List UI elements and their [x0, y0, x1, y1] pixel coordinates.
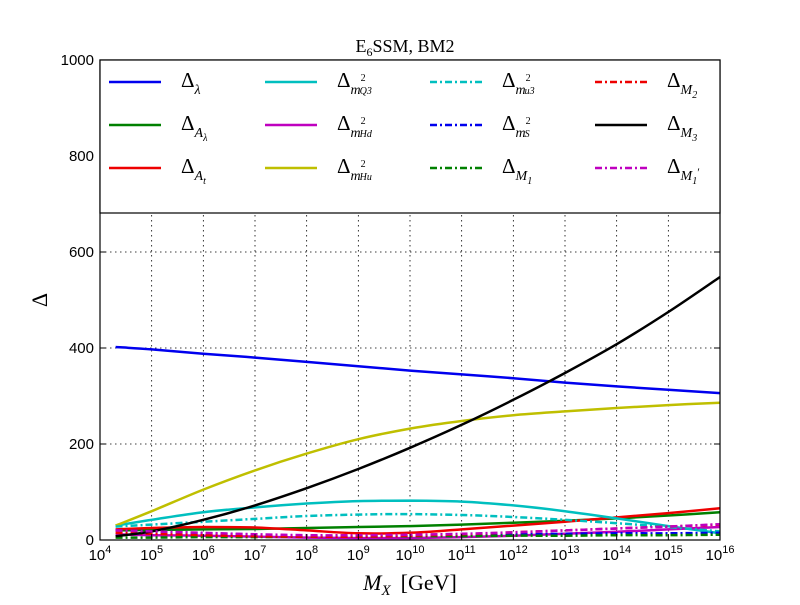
y-tick-label: 200 — [69, 436, 94, 453]
x-tick-label: 106 — [192, 544, 215, 564]
legend-label: Δλ — [181, 68, 201, 98]
legend-item: ΔM2 — [595, 68, 697, 101]
legend-label: Δm2 Hd — [337, 111, 373, 141]
legend-item: ΔM1 — [430, 154, 532, 187]
legend-item: Δm2 Q3 — [265, 68, 372, 98]
legend-label: ΔM3 — [667, 111, 697, 144]
legend-label: Δm2 u3 — [502, 68, 535, 98]
series-line-4 — [115, 499, 721, 535]
legend-label: Δm2 Q3 — [337, 68, 372, 98]
series-line-1 — [115, 345, 721, 395]
legend-item: Δm2 S — [430, 111, 531, 141]
x-tick-label: 1011 — [448, 544, 476, 564]
x-tick-label: 1013 — [551, 544, 580, 564]
series-line-12 — [115, 522, 721, 537]
series-line-7 — [115, 512, 721, 533]
y-tick-label: 1000 — [61, 52, 94, 69]
legend-label: ΔM1 — [502, 154, 532, 187]
chart-title: E6SSM, BM2 — [355, 36, 454, 59]
x-tick-label: 104 — [89, 544, 112, 564]
y-tick-label: 400 — [69, 340, 94, 357]
legend-item: Δm2 Hd — [265, 111, 373, 141]
legend-box — [99, 59, 721, 214]
x-tick-label: 105 — [140, 544, 163, 564]
x-tick-label: 1012 — [499, 544, 528, 564]
y-tick-label: 800 — [69, 148, 94, 165]
series-lines — [115, 275, 721, 540]
x-tick-label: 109 — [347, 544, 370, 564]
y-tick-label: 600 — [69, 244, 94, 261]
legend-label: ΔM2 — [667, 68, 697, 101]
y-axis-label: Δ — [27, 293, 52, 307]
legend-item: ΔAλ — [109, 111, 208, 144]
legend-item: Δλ — [109, 68, 201, 98]
x-tick-label: 108 — [295, 544, 318, 564]
legend: Δλ ΔAλ ΔAt Δm2 Q3 Δm2 Hd Δm2 Hu Δm2 u3 Δm2 S ΔM1 ΔM2 ΔM… — [99, 59, 721, 214]
legend-label: ΔM1′ — [667, 154, 700, 187]
series-line-8 — [115, 529, 721, 538]
x-axis-label: MX [GeV] — [362, 570, 457, 599]
legend-item: Δm2 u3 — [430, 68, 535, 98]
legend-label: ΔAλ — [181, 111, 208, 144]
series-line-6 — [115, 401, 721, 527]
x-tick-label: 1010 — [396, 544, 425, 564]
legend-label: Δm2 S — [502, 111, 531, 141]
legend-label: Δm2 Hu — [337, 154, 372, 184]
x-tick-label: 1014 — [602, 544, 631, 564]
legend-item: ΔM1′ — [595, 154, 700, 187]
axis-ticks: 104 105 106 107 108 109 1010 1011 1012 1013 1014 10… — [61, 52, 735, 564]
x-tick-label: 1015 — [654, 544, 683, 564]
series-line-11 — [115, 275, 721, 538]
legend-label: ΔAt — [181, 154, 206, 187]
x-tick-label: 107 — [244, 544, 267, 564]
legend-item: ΔM3 — [595, 111, 697, 144]
legend-item: ΔAt — [109, 154, 206, 187]
legend-item: Δm2 Hu — [265, 154, 372, 184]
y-tick-label: 0 — [86, 532, 94, 549]
x-tick-label: 1016 — [706, 544, 735, 564]
